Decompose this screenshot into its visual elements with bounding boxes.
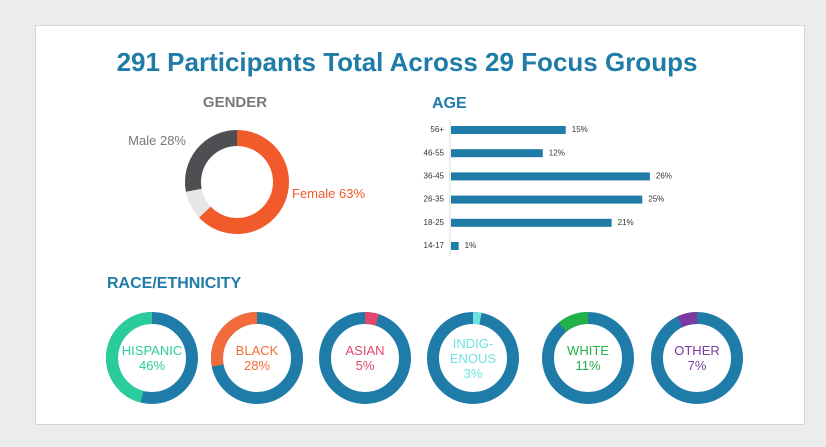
page-title: 291 Participants Total Across 29 Focus G… xyxy=(117,47,698,77)
value-label: 21% xyxy=(618,218,634,227)
y-tick-label: 14-17 xyxy=(424,241,445,250)
bar xyxy=(451,242,459,250)
value-label: 7% xyxy=(687,358,707,373)
age-title: AGE xyxy=(432,95,467,112)
race-title: RACE/ETHNICITY xyxy=(107,275,242,292)
value-label: 15% xyxy=(572,125,588,134)
donut-segment xyxy=(199,130,289,234)
donut-segment xyxy=(185,130,238,192)
value-label: 11% xyxy=(575,358,601,373)
bar xyxy=(451,195,643,204)
bar xyxy=(451,149,543,158)
value-label: 26% xyxy=(656,172,672,181)
donut-label: Female 63% xyxy=(292,186,365,201)
y-tick-label: 18-25 xyxy=(424,218,445,227)
ring-label: BLACK 28% xyxy=(222,343,292,373)
y-tick-label: 46-55 xyxy=(424,148,445,157)
donut-label: Male 28% xyxy=(128,133,186,148)
category-name: WHITE xyxy=(567,343,609,358)
bar xyxy=(451,126,566,134)
bar xyxy=(451,218,612,227)
ring-segment xyxy=(677,312,698,328)
category-name: Female xyxy=(292,186,335,201)
value-label: 5% xyxy=(355,358,375,373)
y-tick-label: 36-45 xyxy=(424,172,445,181)
value-label: 1% xyxy=(465,241,477,250)
value-label: 63% xyxy=(339,186,365,201)
category-name: BLACK xyxy=(235,343,279,358)
ring-label: ASIAN 5% xyxy=(330,343,400,373)
y-tick-label: 56+ xyxy=(430,125,444,134)
ring-segment xyxy=(472,312,482,325)
ring-segment xyxy=(106,312,153,403)
category-name: OTHER xyxy=(674,343,720,358)
ring-label: HISPANIC 46% xyxy=(117,343,187,373)
card xyxy=(35,25,805,425)
ring-label: OTHER 7% xyxy=(662,343,732,373)
value-label: 28% xyxy=(160,133,186,148)
value-label: 12% xyxy=(549,148,565,157)
value-label: 46% xyxy=(138,358,166,373)
bar xyxy=(451,172,650,181)
value-label: 28% xyxy=(243,358,271,373)
category-name: INDIG-ENOUS xyxy=(449,335,497,366)
value-label: 3% xyxy=(463,365,483,381)
category-name: Male xyxy=(128,133,156,148)
value-label: 25% xyxy=(648,195,664,204)
ring-label: INDIG-ENOUS 3% xyxy=(438,336,508,381)
category-name: HISPANIC xyxy=(121,343,183,358)
y-tick-label: 26-35 xyxy=(424,195,445,204)
ring-label: WHITE 11% xyxy=(553,343,623,373)
ring-segment xyxy=(558,312,589,332)
gender-title: GENDER xyxy=(203,94,267,111)
ring-segment xyxy=(211,312,258,367)
ring-segment xyxy=(364,312,380,326)
category-name: ASIAN xyxy=(345,343,385,358)
